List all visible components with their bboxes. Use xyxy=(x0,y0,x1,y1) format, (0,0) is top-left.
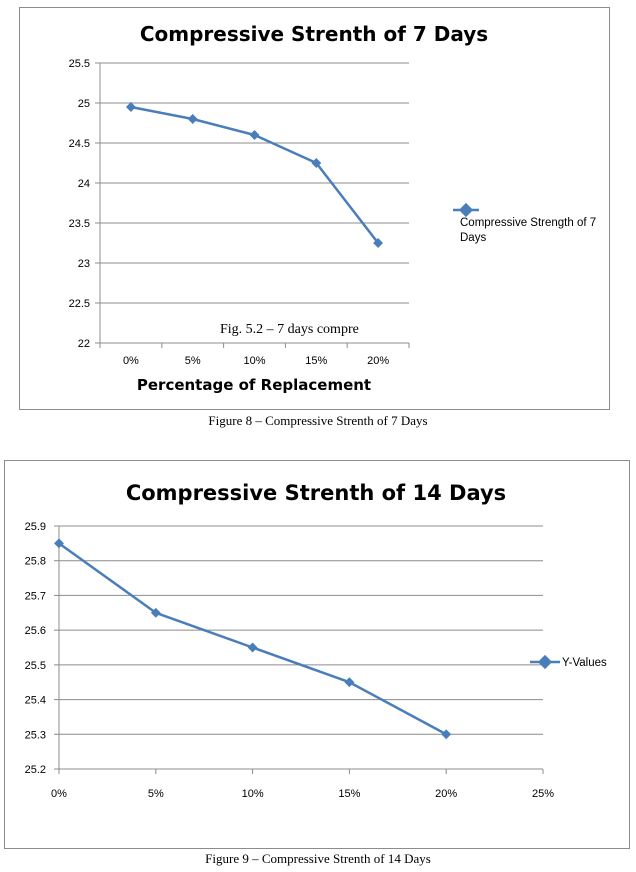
x-tick-label: 0% xyxy=(123,355,139,367)
data-point xyxy=(125,102,136,112)
x-tick-label: 0% xyxy=(51,788,67,800)
figure-caption: Figure 8 – Compressive Strenth of 7 Days xyxy=(208,413,428,428)
x-tick-label: 20% xyxy=(435,788,457,800)
chart-7-days: Compressive Strenth of 7 Days 22 22.5 23 23… xyxy=(19,7,610,410)
legend-marker xyxy=(458,202,474,218)
data-point xyxy=(373,238,384,248)
data-point xyxy=(247,642,258,653)
chart-14-days: Compressive Strenth of 14 Days 25.2 25.3 2… xyxy=(4,460,630,849)
legend: Compressive Strength of 7 Days xyxy=(453,202,596,244)
y-tick-label: 25.7 xyxy=(25,590,46,602)
y-tick-label: 25.9 xyxy=(25,521,46,533)
series-line xyxy=(58,542,447,736)
data-point xyxy=(441,729,452,740)
y-tick-label: 25 xyxy=(78,98,90,110)
y-tick-label: 24.5 xyxy=(69,138,90,150)
y-tick-label: 23.5 xyxy=(69,218,90,230)
x-tick-label: 5% xyxy=(148,788,164,800)
data-point xyxy=(249,130,260,140)
y-tick-label: 25.2 xyxy=(25,764,46,776)
x-tick-label: 10% xyxy=(242,788,264,800)
chart-annotation: Fig. 5.2 – 7 days compre xyxy=(220,322,359,337)
y-tick-label: 25.4 xyxy=(25,695,46,707)
y-tick-label: 25.8 xyxy=(25,556,46,568)
figure-caption: Figure 9 – Compressive Strenth of 14 Day… xyxy=(205,851,431,866)
y-tick-label: 23 xyxy=(78,258,90,270)
legend-entry: Y-Values xyxy=(562,657,607,669)
y-tick-label: 25.3 xyxy=(25,729,46,741)
y-tick-label: 22 xyxy=(78,338,90,350)
data-point xyxy=(344,677,355,688)
chart-7-days-svg: Compressive Strenth of 7 Days 22 22.5 23 23… xyxy=(69,22,597,394)
x-tick-label: 5% xyxy=(185,355,201,367)
x-axis-label: Percentage of Replacement xyxy=(137,376,371,394)
x-tick-label: 25% xyxy=(532,788,554,800)
x-tick-label: 15% xyxy=(338,788,360,800)
y-tick-label: 25.6 xyxy=(25,625,46,637)
legend-entry: Compressive Strength of 7 Days xyxy=(460,217,596,244)
chart-14-days-svg: Compressive Strenth of 14 Days 25.2 25.3 2… xyxy=(25,481,607,800)
x-tick-label: 20% xyxy=(367,355,389,367)
data-point xyxy=(54,538,64,549)
chart-title: Compressive Strenth of 14 Days xyxy=(126,481,506,505)
y-tick-label: 25.5 xyxy=(69,58,90,70)
chart-title: Compressive Strenth of 7 Days xyxy=(140,22,488,46)
data-point xyxy=(311,158,322,168)
y-tick-label: 24 xyxy=(78,178,90,190)
data-point xyxy=(150,607,161,618)
x-tick-label: 10% xyxy=(243,355,265,367)
y-tick-label: 25.5 xyxy=(25,660,46,672)
legend: Y-Values xyxy=(530,654,607,670)
x-tick-label: 15% xyxy=(305,355,327,367)
data-point xyxy=(187,114,198,124)
legend-marker xyxy=(537,654,553,670)
y-tick-label: 22.5 xyxy=(69,298,90,310)
